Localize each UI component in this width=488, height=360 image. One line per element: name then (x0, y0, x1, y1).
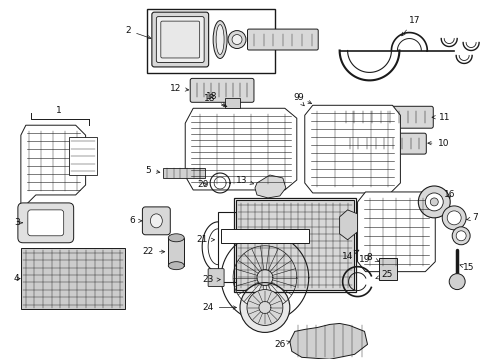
Bar (379, 258, 397, 280)
Text: 10: 10 (427, 139, 448, 148)
Bar (234, 198, 355, 292)
Text: 23: 23 (202, 275, 220, 284)
FancyBboxPatch shape (28, 210, 63, 236)
Text: 9: 9 (296, 93, 311, 104)
Text: 24: 24 (202, 303, 236, 312)
Circle shape (447, 211, 460, 225)
Text: 9: 9 (292, 93, 304, 106)
Text: 20: 20 (197, 180, 208, 189)
Ellipse shape (216, 24, 224, 54)
Bar (221, 229, 308, 243)
Text: 17: 17 (401, 16, 419, 36)
Text: 7: 7 (466, 213, 477, 222)
Text: 2: 2 (125, 26, 151, 39)
Polygon shape (21, 125, 85, 205)
Text: 5: 5 (145, 166, 160, 175)
Circle shape (429, 198, 437, 206)
FancyBboxPatch shape (161, 21, 199, 58)
Text: 22: 22 (142, 247, 164, 256)
Bar (236, 200, 353, 289)
FancyBboxPatch shape (342, 133, 426, 154)
FancyBboxPatch shape (156, 17, 203, 62)
Text: 6: 6 (129, 216, 142, 225)
Text: 12: 12 (169, 84, 188, 93)
Polygon shape (254, 175, 285, 198)
Bar (163, 168, 205, 178)
Text: 8: 8 (366, 253, 378, 262)
Text: 18: 18 (206, 92, 225, 106)
Text: 16: 16 (443, 190, 454, 199)
Polygon shape (304, 105, 400, 193)
Circle shape (240, 283, 289, 332)
FancyBboxPatch shape (190, 78, 253, 102)
FancyBboxPatch shape (208, 269, 224, 287)
Circle shape (441, 206, 465, 230)
Circle shape (227, 31, 245, 49)
Ellipse shape (150, 214, 162, 228)
Text: 13: 13 (236, 176, 253, 185)
Text: 4: 4 (13, 274, 20, 283)
Polygon shape (289, 323, 367, 359)
FancyBboxPatch shape (337, 106, 432, 128)
Circle shape (455, 231, 465, 241)
FancyBboxPatch shape (18, 203, 74, 243)
Ellipse shape (213, 21, 226, 58)
Text: 15: 15 (459, 263, 474, 272)
Text: 25: 25 (375, 270, 392, 279)
Circle shape (232, 35, 242, 45)
Polygon shape (224, 98, 240, 108)
Bar (147, 9, 274, 73)
Text: 14: 14 (341, 250, 358, 261)
FancyBboxPatch shape (142, 207, 170, 235)
Polygon shape (185, 108, 296, 190)
Bar (168, 238, 184, 266)
Text: 3: 3 (14, 218, 22, 227)
Polygon shape (357, 192, 434, 272)
Circle shape (417, 186, 449, 218)
Circle shape (451, 227, 469, 245)
Bar (21, 248, 125, 310)
Ellipse shape (168, 262, 184, 270)
Bar (68, 137, 96, 175)
Polygon shape (339, 210, 357, 240)
Text: 21: 21 (196, 235, 214, 244)
FancyBboxPatch shape (247, 29, 318, 50)
Text: 1: 1 (56, 106, 61, 115)
Circle shape (425, 193, 442, 211)
Ellipse shape (168, 234, 184, 242)
Bar (218, 212, 236, 282)
FancyBboxPatch shape (152, 12, 208, 67)
Circle shape (448, 274, 464, 289)
Circle shape (246, 289, 282, 325)
Text: 19: 19 (353, 250, 369, 264)
Text: 18: 18 (204, 94, 226, 107)
Text: 26: 26 (274, 340, 289, 349)
Text: 11: 11 (431, 113, 449, 122)
